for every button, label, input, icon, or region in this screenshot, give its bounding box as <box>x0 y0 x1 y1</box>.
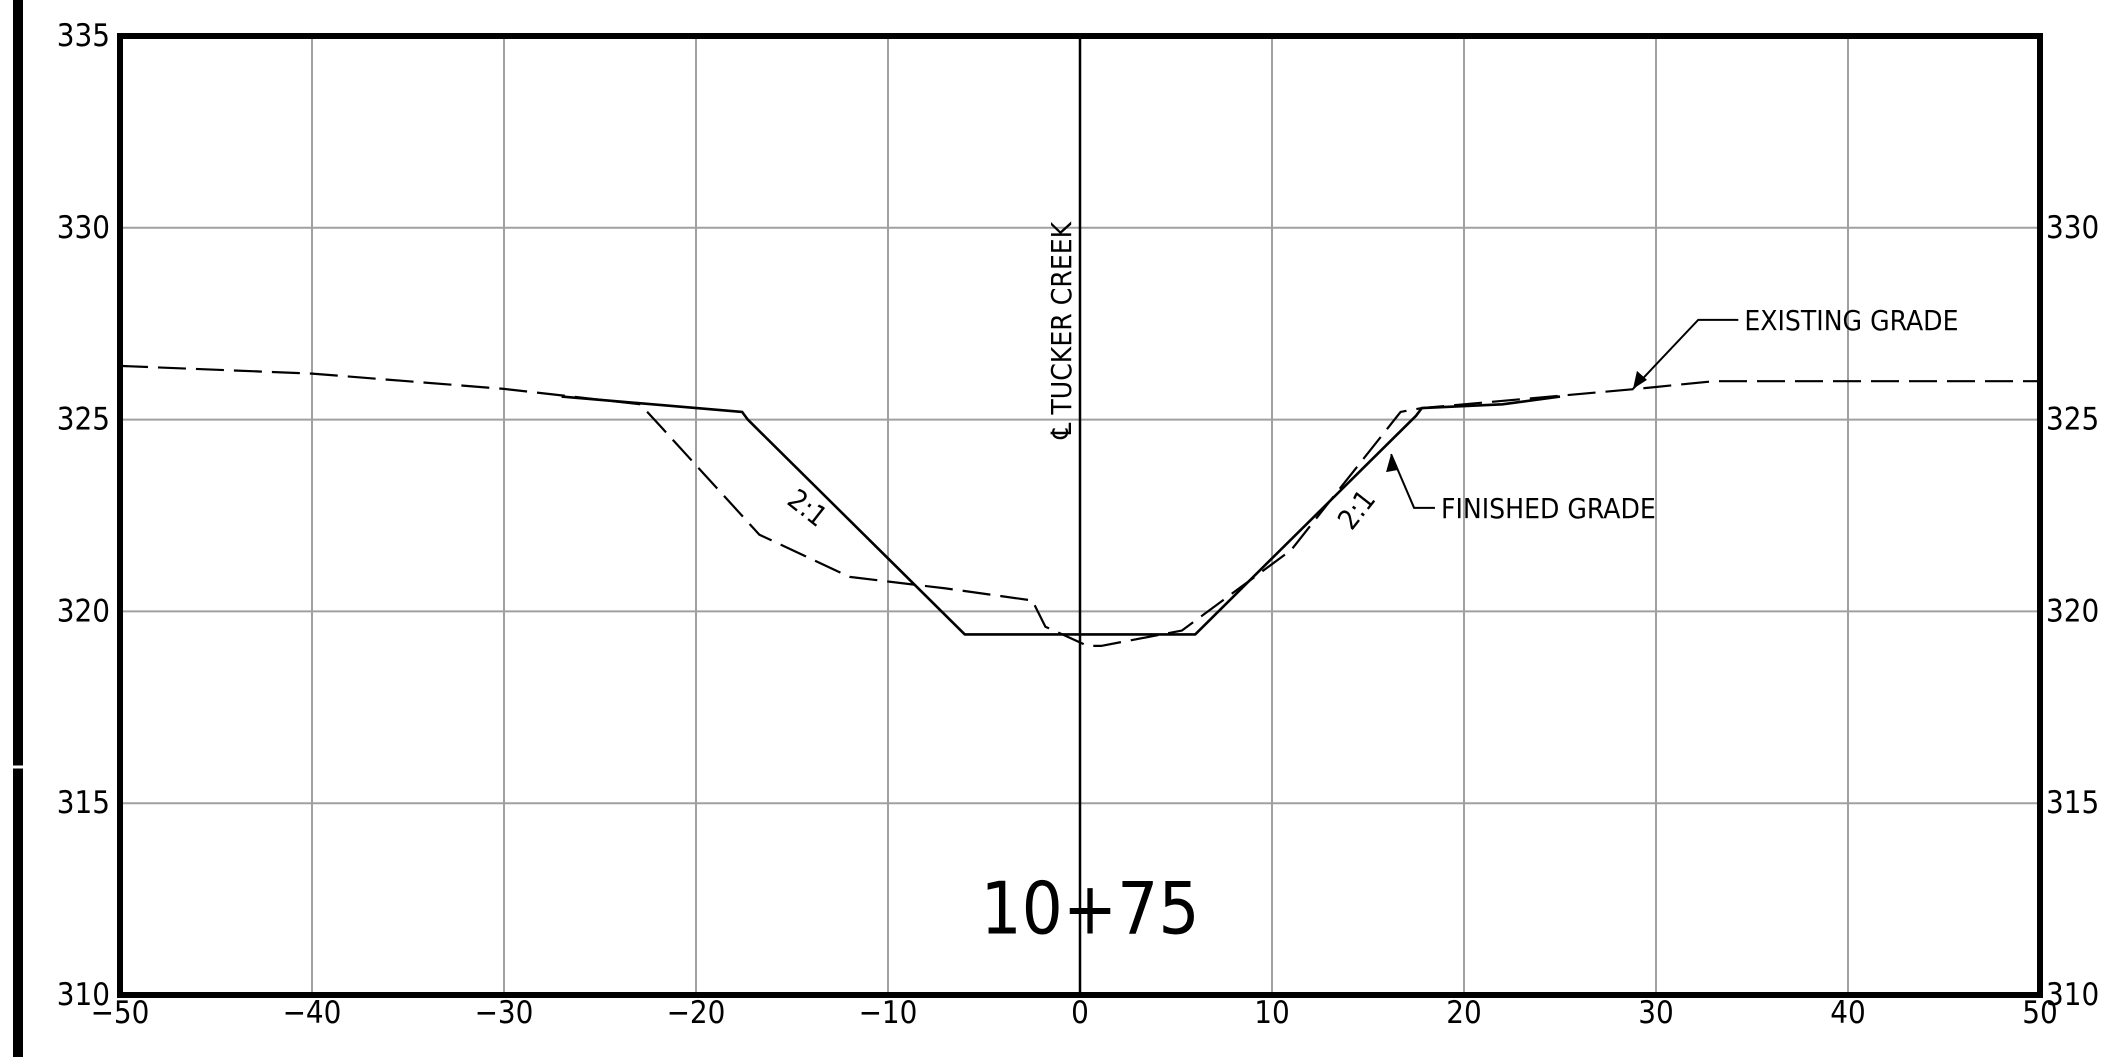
y-tick-label-left: 310 <box>57 977 110 1013</box>
finished-grade-leader <box>1390 453 1435 509</box>
station-label: 10+75 <box>980 867 1199 951</box>
y-tick-label-right: 310 <box>2046 977 2099 1013</box>
x-tick-label: −40 <box>283 995 342 1031</box>
existing-grade-label: EXISTING GRADE <box>1744 304 1958 337</box>
centerline-group: ℄ TUCKER CREEK <box>1045 36 1082 995</box>
existing-grade-leader <box>1632 318 1739 390</box>
finished-grade-arrowhead <box>1386 454 1398 473</box>
x-tick-label: −10 <box>859 995 918 1031</box>
finished-grade-label: FINISHED GRADE <box>1441 492 1656 525</box>
plot-frame <box>117 33 2043 998</box>
y-tick-label-right: 330 <box>2046 210 2099 246</box>
series-line-finished-grade <box>561 395 1561 636</box>
y-tick-label-left: 315 <box>57 785 110 821</box>
y-tick-label-right: 325 <box>2046 402 2099 438</box>
y-tick-label-left: 330 <box>57 210 110 246</box>
y-tick-label-right: 320 <box>2046 593 2099 629</box>
x-tick-label: 40 <box>1830 995 1865 1031</box>
sheet-edge-bar <box>13 0 23 1057</box>
existing-grade-arrowhead <box>1632 370 1647 389</box>
tick-labels-group: −50 −40 −30 −20 −10 0 10 20 30 40 5031031532032533… <box>57 18 2099 1031</box>
series-group <box>119 364 2040 648</box>
y-tick-label-left: 335 <box>57 18 110 54</box>
y-tick-label-left: 325 <box>57 402 110 438</box>
x-tick-label: −30 <box>475 995 534 1031</box>
x-tick-label: 10 <box>1254 995 1289 1031</box>
series-line-existing-grade <box>119 364 2040 648</box>
x-tick-label: −50 <box>91 995 150 1031</box>
centerline-label: ℄ TUCKER CREEK <box>1045 220 1078 439</box>
x-tick-label: −20 <box>667 995 726 1031</box>
y-tick-label-left: 320 <box>57 593 110 629</box>
x-tick-label: 0 <box>1071 995 1089 1031</box>
x-tick-label: 20 <box>1446 995 1481 1031</box>
y-tick-label-right: 315 <box>2046 785 2099 821</box>
x-tick-label: 50 <box>2022 995 2057 1031</box>
x-tick-label: 30 <box>1638 995 1673 1031</box>
